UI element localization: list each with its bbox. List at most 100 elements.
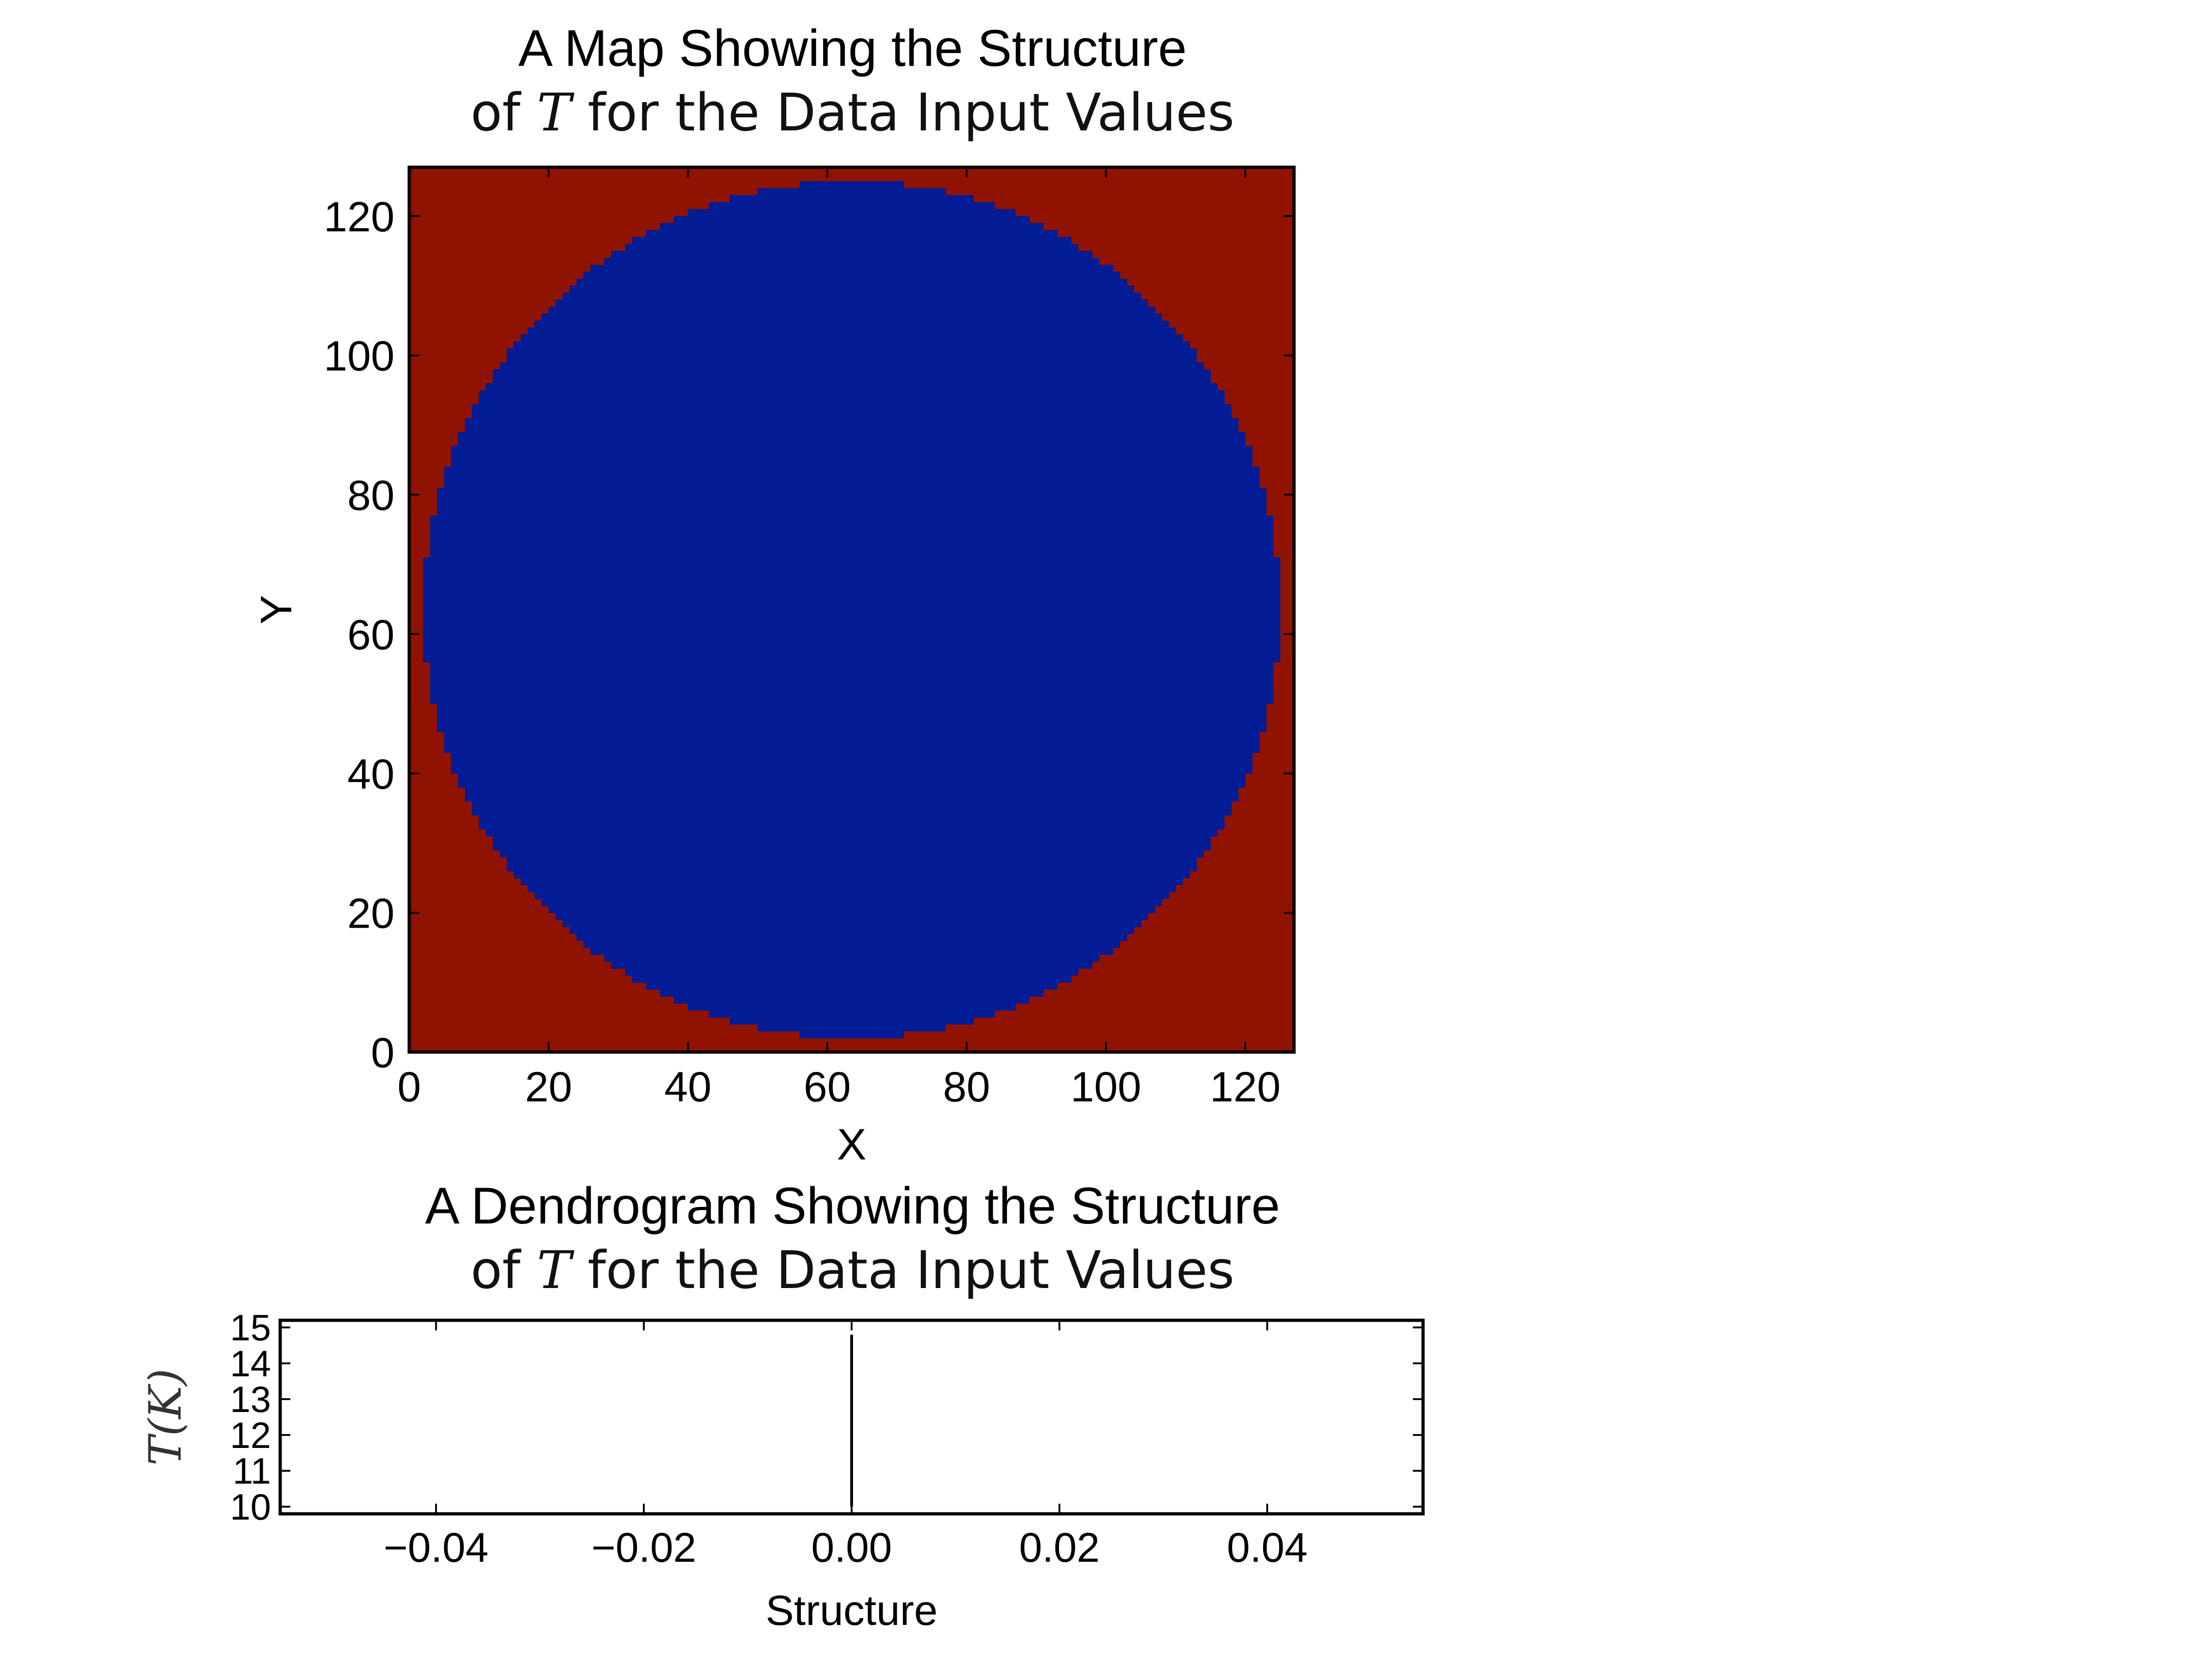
map-y-tick-label: 60 (347, 612, 394, 659)
map-structure-pixel-row (604, 954, 1100, 962)
map-structure-pixel-row (430, 669, 1274, 677)
map-structure-pixel-row (757, 188, 946, 196)
map-structure-pixel-row (541, 899, 1162, 906)
map-structure-pixel-row (423, 571, 1281, 579)
map-structure-pixel-row (709, 1010, 995, 1018)
map-structure-pixel-row (506, 864, 1197, 871)
map-structure-pixel-row (799, 1031, 904, 1039)
dendrogram-subtitle: of T for the Data Input Values (471, 1241, 1234, 1300)
map-structure-pixel-row (583, 941, 1120, 948)
map-structure-pixel-row (472, 808, 1232, 816)
map-structure-pixel-row (458, 780, 1246, 788)
map-structure-pixel-row (430, 543, 1274, 551)
map-structure-pixel-row (430, 536, 1274, 544)
dendrogram-y-tick-label: 14 (230, 1343, 271, 1384)
map-structure-pixel-row (423, 613, 1281, 621)
map-structure-pixel-row (688, 1003, 1016, 1011)
map-structure-pixel-row (423, 578, 1281, 586)
map-structure-pixel-row (423, 606, 1281, 614)
dendrogram-subtitle-suffix: for the Data Input Values (571, 1241, 1235, 1300)
map-structure-pixel-row (430, 515, 1274, 523)
map-x-tick-label: 120 (1210, 1064, 1281, 1111)
map-x-label: X (837, 1120, 866, 1169)
map-y-tick-label: 80 (347, 472, 394, 519)
map-y-tick-label: 100 (324, 333, 395, 380)
map-structure-pixel-row (423, 599, 1281, 607)
map-structure-pixel-row (555, 300, 1148, 307)
map-structure-pixel-row (465, 418, 1239, 425)
map-structure-pixel-row (632, 975, 1071, 983)
dendrogram-subtitle-symbol: T (537, 1241, 575, 1300)
dendrogram-y-tick-label: 15 (230, 1307, 271, 1348)
map-title: A Map Showing the Structure (518, 19, 1187, 77)
map-structure-pixel-row (528, 327, 1176, 335)
map-structure-pixel-row (493, 843, 1211, 851)
dendrogram-x-axis: −0.04 −0.02 0.00 0.02 0.04 (383, 1320, 1307, 1571)
map-structure-pixel-row (646, 230, 1058, 237)
map-structure-pixel-row (646, 982, 1058, 990)
map-structure-pixel-row (541, 313, 1162, 321)
map-structure-pixel-row (479, 390, 1225, 398)
dendrogram-y-label: T(K) (140, 1369, 191, 1466)
map-structure-pixel-row (451, 752, 1253, 760)
map-structure-pixel-row (458, 432, 1246, 440)
dendrogram-x-label: Structure (765, 1587, 937, 1634)
map-structure-pixel-row (472, 801, 1232, 809)
map-structure-pixel-row (506, 348, 1197, 356)
dendrogram-x-tick-label: −0.04 (383, 1525, 488, 1571)
map-structure-pixel-row (430, 550, 1274, 558)
map-structure-pixel-row (423, 655, 1281, 662)
map-structure-pixel-row (688, 209, 1016, 217)
dendrogram-chart: A Dendrogram Showing the Structure of T … (140, 1177, 1425, 1634)
map-structure-pixel-row (437, 508, 1267, 516)
map-structure-pixel-row (625, 968, 1078, 976)
map-x-tick-label: 100 (1071, 1064, 1141, 1111)
map-structure-pixel-row (506, 355, 1197, 363)
map-structure-pixel-row (500, 362, 1204, 370)
map-structure-pixel-row (444, 467, 1260, 474)
map-subtitle-symbol: T (537, 83, 575, 143)
map-structure-pixel-row (479, 815, 1225, 823)
map-structure-pixel-row (451, 459, 1253, 467)
map-structure-pixel-row (729, 195, 974, 203)
map-structure-pixel-row (444, 474, 1260, 481)
map-structure-pixel-row (611, 961, 1093, 969)
map-structure-pixel-row (674, 216, 1030, 224)
map-structure-pixel-row (513, 871, 1190, 878)
map-structure-pixel-row (604, 258, 1100, 265)
map-structure-pixel-row (576, 278, 1127, 286)
map-structure-pixel-row (444, 481, 1260, 488)
map-structure-pixel-row (562, 293, 1141, 300)
map-structure-pixel-row (423, 564, 1281, 572)
map-structure-pixel-row (444, 745, 1260, 753)
map-structure-pixel-row (500, 850, 1204, 858)
map-x-tick-label: 60 (804, 1064, 851, 1111)
map-structure-pixel-row (729, 1017, 974, 1025)
map-structure-pixel-row (451, 453, 1253, 460)
map-y-tick-label: 40 (347, 751, 394, 798)
map-structure-pixel-row (423, 585, 1281, 593)
map-structure-pixel-row (430, 676, 1274, 683)
map-structure-pixel-row (506, 857, 1197, 865)
map-structure-pixel-row (430, 682, 1274, 690)
dendrogram-y-tick-label: 13 (230, 1379, 271, 1420)
map-structure-pixel-row (423, 634, 1281, 641)
map-structure-pixel-row (757, 1024, 946, 1032)
map-structure-pixel-row (444, 738, 1260, 746)
map-structure-pixel-row (430, 529, 1274, 537)
map-structure-pixel-row (458, 773, 1246, 781)
map-structure-pixel-row (423, 627, 1281, 635)
dendrogram-title: A Dendrogram Showing the Structure (425, 1177, 1280, 1235)
map-structure-pixel-row (451, 446, 1253, 453)
map-structure-pixel-row (430, 662, 1274, 670)
map-structure-pixel-row (535, 320, 1169, 328)
map-structure-pixel-row (444, 731, 1260, 739)
map-structure-pixel-row (513, 341, 1190, 349)
map-subtitle-suffix: for the Data Input Values (571, 83, 1235, 143)
map-x-axis: 0 20 40 60 80 100 120 (397, 167, 1281, 1111)
map-x-tick-label: 80 (943, 1064, 990, 1111)
dendrogram-x-tick-label: 0.00 (811, 1525, 892, 1571)
map-structure-pixel-row (465, 425, 1239, 433)
